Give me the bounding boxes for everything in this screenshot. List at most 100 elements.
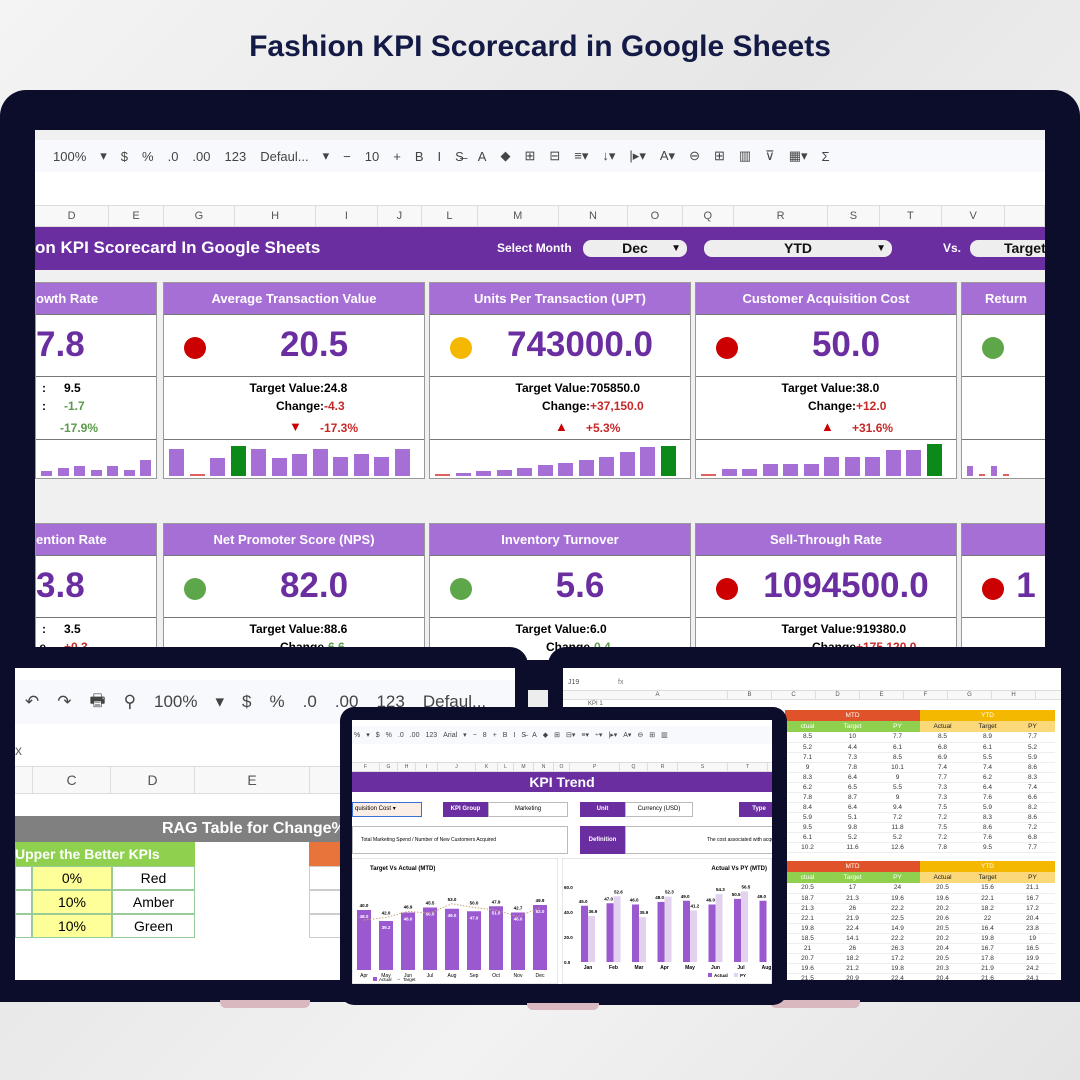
toolbar-item[interactable]: .0 xyxy=(397,731,404,739)
toolbar-item[interactable]: ◆ xyxy=(500,148,511,163)
kpi-card: 1 Ta xyxy=(961,523,1045,660)
toolbar-item[interactable]: ↓▾ xyxy=(602,148,616,163)
kpi-select-dropdown[interactable]: quisition Cost ▾ xyxy=(352,802,422,817)
toolbar-item[interactable]: ≡▾ xyxy=(574,148,589,163)
toolbar-item[interactable]: ⊟ xyxy=(549,148,561,163)
toolbar-item[interactable]: Defaul... xyxy=(260,148,309,164)
toolbar-item[interactable]: ▾ xyxy=(366,732,370,739)
toolbar-item[interactable]: ▦▾ xyxy=(788,148,808,163)
toolbar-item[interactable]: ▾ xyxy=(215,692,225,711)
chevron-down-icon: ▼ xyxy=(671,243,681,254)
actual-data-label: 47.0 xyxy=(470,915,479,920)
toolbar-item[interactable]: Σ xyxy=(821,148,830,164)
toolbar-item[interactable]: ◆ xyxy=(542,732,549,739)
toolbar-item[interactable]: 100% xyxy=(53,148,87,164)
change-percent: +31.6% xyxy=(852,421,894,435)
toolbar-item[interactable]: ▾ xyxy=(463,732,467,739)
toolbar-item[interactable]: B xyxy=(502,731,508,739)
toolbar-item[interactable]: .00 xyxy=(334,692,359,711)
toolbar-item[interactable]: ⊖ xyxy=(637,732,644,739)
column-header: D xyxy=(35,206,110,226)
table-cell: 8.3 xyxy=(785,772,830,783)
toolbar-item[interactable]: % xyxy=(385,731,392,739)
toolbar-item[interactable]: .0 xyxy=(167,148,179,164)
month-dropdown[interactable]: Dec ▼ xyxy=(583,240,687,257)
toolbar-item[interactable]: ≡▾ xyxy=(581,732,590,739)
toolbar-item[interactable]: ▥ xyxy=(738,148,752,163)
toolbar-item[interactable]: ↷ xyxy=(57,692,72,711)
cell-reference[interactable]: J19 xyxy=(568,679,580,686)
toolbar-item[interactable]: A▾ xyxy=(623,732,632,739)
toolbar-item[interactable]: ▾ xyxy=(322,148,330,163)
toolbar-item[interactable]: − xyxy=(343,148,351,164)
toolbar-item[interactable]: I xyxy=(437,148,442,164)
legend-py-swatch xyxy=(734,973,738,977)
toolbar-item[interactable]: S̶ xyxy=(455,148,464,164)
toolbar-item[interactable]: |▸▾ xyxy=(608,732,618,739)
toolbar-item[interactable]: A xyxy=(532,731,537,739)
toolbar-item[interactable]: .00 xyxy=(409,731,420,739)
toolbar-item[interactable]: ⊞ xyxy=(524,148,536,163)
table-cell: 21.3 xyxy=(830,893,875,904)
toolbar-item[interactable]: Arial xyxy=(443,731,458,739)
toolbar-item[interactable]: ⊞ xyxy=(554,732,561,739)
x-tick-label: Oct xyxy=(492,973,500,979)
period-value: YTD xyxy=(784,240,812,256)
change-value: +37,150.0 xyxy=(590,399,644,413)
toolbar-item[interactable]: ⊖ xyxy=(689,148,700,163)
toolbar-item[interactable]: ⊞ xyxy=(713,148,725,163)
toolbar-item[interactable]: ⊽ xyxy=(765,148,775,163)
table-row: 6.1 5.2 5.2 7.2 7.6 6.8 xyxy=(785,832,1055,843)
toolbar-item[interactable]: A xyxy=(477,148,487,164)
toolbar-item[interactable]: ▾ xyxy=(100,148,107,163)
period-dropdown[interactable]: YTD ▼ xyxy=(704,240,892,257)
sparkline xyxy=(164,440,424,478)
toolbar-item[interactable]: 123 xyxy=(425,731,438,739)
table-row: 8.3 6.4 9 7.7 6.2 8.3 xyxy=(785,772,1055,783)
toolbar-item[interactable]: B xyxy=(414,148,424,164)
upper-better-header: Upper the Better KPIs xyxy=(15,842,195,866)
toolbar-item[interactable]: % xyxy=(354,731,361,739)
toolbar-item[interactable]: 8 xyxy=(482,731,487,739)
dashboard-banner: on KPI Scorecard In Google Sheets Select… xyxy=(35,227,1045,270)
toolbar-item[interactable]: I xyxy=(513,731,516,739)
toolbar-item[interactable]: Defaul... xyxy=(422,692,487,711)
sparkline-bar xyxy=(333,456,348,476)
toolbar-item[interactable]: 10 xyxy=(364,148,380,164)
toolbar-item[interactable]: S̶ xyxy=(521,731,527,739)
toolbar-item[interactable]: ↶ xyxy=(25,692,40,711)
toolbar-item[interactable]: |▸▾ xyxy=(629,148,646,163)
toolbar-item[interactable]: ⊞ xyxy=(649,732,656,739)
toolbar-item[interactable]: + xyxy=(393,148,401,164)
column-header: I xyxy=(416,763,438,771)
column-header: G xyxy=(380,763,398,771)
toolbar-item[interactable]: ▥ xyxy=(661,732,668,739)
toolbar-item[interactable]: $ xyxy=(375,731,380,739)
toolbar-item[interactable]: % xyxy=(269,692,285,711)
toolbar-item[interactable]: A▾ xyxy=(659,148,676,163)
table-cell: 21.3 xyxy=(785,903,830,914)
arrow-up-icon: ▲ xyxy=(555,419,568,434)
toolbar-item[interactable]: $ xyxy=(242,692,252,711)
toolbar-item[interactable]: ⚲ xyxy=(123,692,137,711)
toolbar-item[interactable]: 100% xyxy=(154,692,198,711)
sparkline-bar xyxy=(578,460,594,476)
compare-dropdown[interactable]: Target xyxy=(970,240,1045,257)
sparkline-bar xyxy=(292,453,307,476)
actual-vs-py-chart: Actual Vs PY (MTD) 0.0 20.0 40.0 60.0 45.036.… xyxy=(562,858,772,984)
toolbar-item[interactable]: + xyxy=(492,731,497,739)
mtd-header: MTD xyxy=(785,710,920,721)
toolbar-item[interactable]: .0 xyxy=(302,692,317,711)
table-cell: 22.1 xyxy=(785,913,830,924)
toolbar-item[interactable]: ⊟▾ xyxy=(566,732,576,739)
toolbar-item[interactable]: $ xyxy=(120,148,129,164)
toolbar-item[interactable]: 123 xyxy=(224,148,247,164)
toolbar-item[interactable]: − xyxy=(472,731,477,739)
toolbar-item[interactable]: % xyxy=(142,148,154,164)
legend-actual: Actual xyxy=(714,973,728,978)
toolbar-item[interactable]: 123 xyxy=(376,692,405,711)
toolbar-item[interactable]: 🖶 xyxy=(89,690,106,710)
toolbar-item[interactable]: .00 xyxy=(192,148,211,164)
sparkline-bar xyxy=(169,448,184,476)
toolbar-item[interactable]: ÷▾ xyxy=(595,732,603,739)
